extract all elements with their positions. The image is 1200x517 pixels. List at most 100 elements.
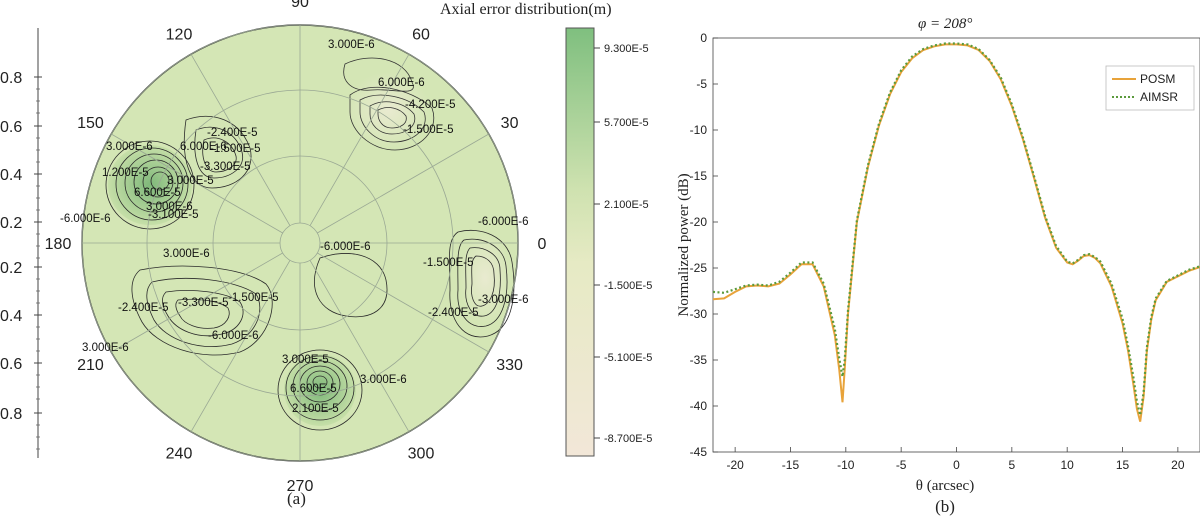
angle-label: 210 — [77, 357, 104, 374]
polar-grid — [81, 24, 519, 462]
polar-spoke — [111, 133, 283, 234]
angle-label: 240 — [166, 446, 193, 463]
polar-spoke — [190, 54, 291, 226]
contour-label: -1.500E-5 — [210, 143, 261, 155]
contour-label: -4.200E-5 — [405, 99, 456, 111]
colorbar-tick-label: 5.700E-5 — [604, 117, 649, 129]
left-axis-tick-label: 0.2 — [0, 260, 22, 277]
contour-label: 3.000E-6 — [106, 141, 153, 153]
x-tick-label: -5 — [896, 458, 907, 472]
contour-label: 3.000E-6 — [82, 342, 129, 354]
x-tick-label: 10 — [1061, 458, 1075, 472]
x-tick-label: -10 — [837, 458, 855, 472]
contour-label: -6.000E-6 — [478, 216, 529, 228]
left-axis-tick-label: 0.4 — [0, 167, 22, 184]
legend-label-aimsr: AIMSR — [1140, 90, 1178, 104]
y-tick-label: -15 — [690, 169, 708, 183]
series-line-aimsr — [712, 42, 1200, 416]
angle-label: 30 — [501, 115, 519, 132]
panel-b-series — [712, 42, 1200, 422]
colorbar-tick-label: 9.300E-5 — [604, 43, 649, 55]
polar-spoke — [190, 260, 291, 432]
contour-label: 3.000E-5 — [167, 175, 214, 187]
polar-spoke — [317, 133, 489, 234]
panel-a-polar-contour: 0.8 0.6 0.4 0.2 0.2 0.4 0.6 0.8 — [0, 0, 652, 508]
colorbar-ramp — [565, 27, 595, 457]
left-axis: 0.8 0.6 0.4 0.2 0.2 0.4 0.6 0.8 — [0, 28, 42, 458]
x-tick-label: 0 — [953, 458, 960, 472]
contour-label: -1.500E-5 — [228, 292, 279, 304]
angle-label: 270 — [287, 478, 314, 495]
contour-label: -3.300E-5 — [200, 161, 251, 173]
contour-label: -2.400E-5 — [207, 127, 258, 139]
panel-a-label: (a) — [287, 489, 306, 508]
panel-b-ylabel: Normalized power (dB) — [676, 173, 692, 316]
angle-label: 150 — [77, 115, 104, 132]
colorbar-tick-label: -1.500E-5 — [604, 280, 652, 292]
contour-label: -2.400E-5 — [118, 302, 169, 314]
x-tick-label: 5 — [1008, 458, 1015, 472]
y-tick-label: 0 — [700, 31, 707, 45]
polar-spoke — [309, 260, 410, 432]
left-axis-tick-label: 0.6 — [0, 356, 22, 373]
panel-b-label: (b) — [935, 497, 955, 516]
colorbar-tick-label: -5.100E-5 — [604, 352, 652, 364]
y-tick-label: -10 — [690, 123, 708, 137]
angle-label: 330 — [496, 357, 523, 374]
contour-label: -6.000E-6 — [320, 241, 371, 253]
contour-label: 6.000E-6 — [180, 141, 227, 153]
contour-label: 3.000E-5 — [282, 354, 329, 366]
left-axis-tick-label: 0.4 — [0, 308, 22, 325]
panel-b-axis-ticks: -20 -15 -10 -5 0 5 10 15 20 0 -5 -10 -15 -20 -25 -30 -35… — [690, 31, 1185, 472]
angle-label: 180 — [45, 236, 72, 253]
colorbar-title: Axial error distribution(m) — [440, 1, 612, 18]
y-tick-label: -20 — [690, 215, 708, 229]
left-axis-tick-label: 0.8 — [0, 70, 22, 87]
contour-label: 1.200E-5 — [102, 167, 149, 179]
colorbar-tick-label: 2.100E-5 — [604, 199, 649, 211]
y-tick-label: -30 — [690, 307, 708, 321]
contour-label: 3.000E-6 — [163, 248, 210, 260]
contour-label: 6.000E-6 — [378, 77, 425, 89]
contour-label: 3.000E-6 — [146, 201, 193, 213]
angle-label: 120 — [166, 26, 193, 43]
panel-b-xlabel: θ (arcsec) — [916, 478, 974, 494]
contour-labels: 3.000E-6 6.000E-6 -4.200E-5 -1.500E-5 -2.400… — [60, 39, 529, 415]
x-tick-label: 15 — [1116, 458, 1130, 472]
y-tick-label: -45 — [690, 445, 708, 459]
y-tick-label: -35 — [690, 353, 708, 367]
left-axis-ticks: 0.8 0.6 0.4 0.2 0.2 0.4 0.6 0.8 — [0, 70, 42, 450]
contour-label: 3.000E-6 — [328, 39, 375, 51]
colorbar: Axial error distribution(m) 9.300E-5 5.70… — [440, 1, 652, 457]
polar-spoke — [317, 252, 489, 353]
contour-label: -1.500E-5 — [423, 257, 474, 269]
angle-label: 300 — [408, 446, 435, 463]
y-tick-label: -5 — [696, 77, 707, 91]
contour-label: -2.400E-5 — [428, 307, 479, 319]
angle-label: 60 — [412, 26, 430, 43]
contour-label: -3.100E-5 — [148, 209, 199, 221]
panel-b-line-chart: -20 -15 -10 -5 0 5 10 15 20 0 -5 -10 -15 -20 -25 -30 -35… — [676, 16, 1200, 516]
left-axis-tick-label: 0.8 — [0, 406, 22, 423]
angle-label: 90 — [291, 0, 309, 11]
legend-label-posm: POSM — [1140, 72, 1175, 86]
y-tick-label: -25 — [690, 261, 708, 275]
legend: POSM AIMSR — [1105, 65, 1195, 111]
contour-label: 3.000E-6 — [360, 374, 407, 386]
x-tick-label: -15 — [782, 458, 800, 472]
contour-label: 2.100E-5 — [292, 403, 339, 415]
colorbar-ticks: 9.300E-5 5.700E-5 2.100E-5 -1.500E-5 -5.100E… — [594, 43, 652, 445]
polar-spoke — [309, 54, 410, 226]
panel-b-title: φ = 208° — [918, 16, 972, 32]
colorbar-tick-label: -8.700E-5 — [604, 433, 652, 445]
angle-label: 0 — [538, 236, 547, 253]
left-axis-tick-label: 0.6 — [0, 119, 22, 136]
x-tick-label: 20 — [1171, 458, 1185, 472]
contour-label: -3.000E-6 — [478, 294, 529, 306]
x-tick-label: -20 — [726, 458, 744, 472]
y-tick-label: -40 — [690, 399, 708, 413]
contour-label: -6.000E-6 — [208, 330, 259, 342]
contour-label: -3.300E-5 — [178, 297, 229, 309]
contour-label: -6.000E-6 — [60, 213, 111, 225]
